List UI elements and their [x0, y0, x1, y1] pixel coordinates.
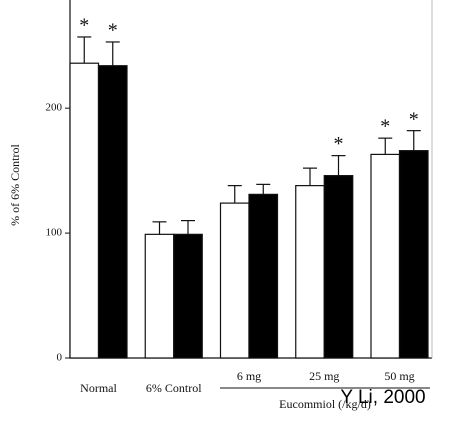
watermark: Y Li, 2000 — [340, 387, 425, 408]
significance-mark: * — [79, 15, 89, 37]
significance-mark: * — [409, 108, 419, 130]
bar — [173, 233, 203, 359]
bar — [295, 185, 325, 359]
bar — [370, 153, 401, 359]
y-tick-label: 200 — [46, 102, 63, 114]
y-tick-label: 0 — [57, 352, 63, 364]
group-label: Eucommiol (/kg/d) — [279, 397, 371, 411]
x-tick-label: 50 mg — [384, 369, 414, 383]
y-tick-label: 100 — [46, 227, 63, 239]
bar — [97, 65, 128, 359]
bar — [69, 62, 100, 359]
significance-mark: * — [108, 20, 118, 42]
bar — [144, 233, 175, 359]
bar — [248, 193, 279, 359]
bar — [323, 175, 354, 359]
y-axis-title: % of 6% Control — [8, 144, 22, 226]
significance-mark: * — [380, 116, 390, 138]
x-tick-label: 25 mg — [309, 369, 339, 383]
x-tick-label: Normal — [80, 381, 117, 395]
bar — [219, 202, 250, 359]
x-tick-label: 6% Control — [146, 381, 202, 395]
significance-mark: * — [334, 133, 344, 155]
bar — [398, 150, 429, 359]
x-tick-label: 6 mg — [237, 369, 261, 383]
